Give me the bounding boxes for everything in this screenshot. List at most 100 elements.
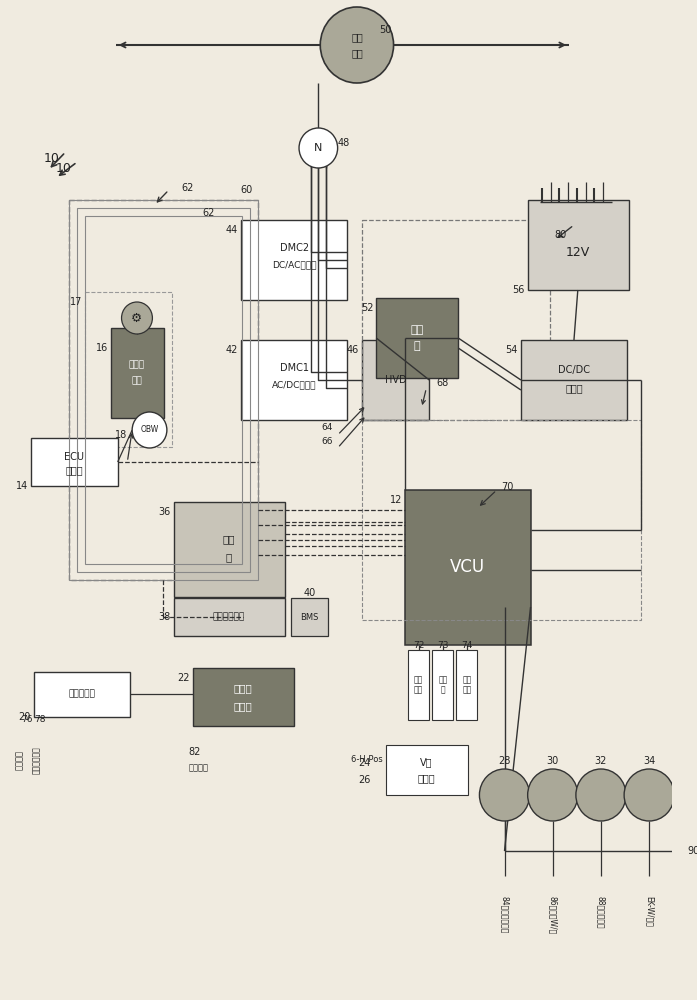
Text: 48: 48 bbox=[337, 138, 350, 148]
Text: 充电: 充电 bbox=[410, 325, 423, 335]
Text: 38: 38 bbox=[158, 612, 171, 622]
Text: 66: 66 bbox=[321, 438, 332, 446]
Text: 16: 16 bbox=[95, 343, 108, 353]
Text: 30: 30 bbox=[546, 756, 559, 766]
Text: 电机: 电机 bbox=[351, 48, 363, 58]
Text: 52: 52 bbox=[361, 303, 374, 313]
Bar bbox=[70, 200, 258, 580]
Text: 80: 80 bbox=[555, 230, 567, 240]
Text: 82: 82 bbox=[188, 747, 201, 757]
Bar bbox=[362, 220, 550, 420]
Text: AC/DC整流器: AC/DC整流器 bbox=[272, 380, 316, 389]
Text: ECU: ECU bbox=[64, 452, 84, 462]
Text: 发动机: 发动机 bbox=[66, 465, 83, 475]
Text: 50: 50 bbox=[379, 25, 392, 35]
Text: 72: 72 bbox=[413, 641, 424, 650]
Bar bbox=[291, 598, 328, 636]
Circle shape bbox=[320, 7, 394, 83]
Text: 78: 78 bbox=[33, 716, 45, 724]
Bar bbox=[174, 502, 284, 597]
Text: 64: 64 bbox=[321, 424, 332, 432]
Text: 调节器: 调节器 bbox=[233, 701, 252, 711]
Text: 18: 18 bbox=[115, 430, 128, 440]
Circle shape bbox=[121, 302, 153, 334]
Text: 36: 36 bbox=[158, 507, 171, 517]
Text: 长器: 长器 bbox=[132, 376, 142, 385]
Circle shape bbox=[480, 769, 530, 821]
Text: N: N bbox=[314, 143, 323, 153]
Text: 制动
控制: 制动 控制 bbox=[414, 675, 423, 695]
Bar bbox=[70, 200, 258, 580]
Bar bbox=[432, 650, 453, 720]
Text: VCU: VCU bbox=[450, 558, 485, 576]
Text: 20: 20 bbox=[19, 712, 31, 722]
Text: 模式选择: 模式选择 bbox=[188, 764, 208, 772]
Text: 等效刺激器: 等效刺激器 bbox=[68, 690, 95, 698]
Text: 电池: 电池 bbox=[222, 534, 235, 544]
Text: 46: 46 bbox=[346, 345, 359, 355]
Bar bbox=[362, 340, 429, 420]
Bar bbox=[386, 745, 468, 795]
Text: 34: 34 bbox=[643, 756, 655, 766]
Bar bbox=[408, 650, 429, 720]
Bar bbox=[362, 420, 641, 620]
Bar bbox=[33, 672, 130, 717]
Bar bbox=[241, 340, 347, 420]
Text: 84～发动机风扇: 84～发动机风扇 bbox=[500, 896, 509, 933]
Bar bbox=[193, 668, 294, 726]
Text: 62: 62 bbox=[181, 183, 194, 193]
Bar bbox=[241, 220, 347, 300]
Text: 告警器: 告警器 bbox=[418, 773, 435, 783]
Text: 70: 70 bbox=[502, 482, 514, 492]
Text: 60: 60 bbox=[240, 185, 253, 195]
Bar bbox=[85, 292, 171, 447]
Text: ⚙: ⚙ bbox=[131, 312, 143, 324]
Text: 56: 56 bbox=[512, 285, 525, 295]
Text: 空气调节系统: 空气调节系统 bbox=[32, 746, 41, 774]
Text: 76: 76 bbox=[21, 716, 33, 724]
Text: 40: 40 bbox=[303, 588, 316, 598]
Circle shape bbox=[576, 769, 626, 821]
Text: 42: 42 bbox=[226, 345, 238, 355]
Text: 62: 62 bbox=[203, 208, 215, 218]
Text: 转换器: 转换器 bbox=[565, 383, 583, 393]
Text: 22: 22 bbox=[178, 673, 190, 683]
Text: BMS: BMS bbox=[300, 612, 319, 621]
Text: OBW: OBW bbox=[140, 426, 159, 434]
Text: 组: 组 bbox=[226, 552, 231, 562]
Bar bbox=[376, 298, 458, 378]
Text: 17: 17 bbox=[70, 297, 82, 307]
Bar bbox=[77, 208, 250, 572]
Text: 12: 12 bbox=[390, 495, 402, 505]
Text: 74: 74 bbox=[461, 641, 473, 650]
Text: 14: 14 bbox=[16, 481, 28, 491]
Text: 73: 73 bbox=[437, 641, 448, 650]
Text: 10: 10 bbox=[43, 151, 59, 164]
Text: 54: 54 bbox=[505, 345, 518, 355]
Text: 26: 26 bbox=[358, 775, 371, 785]
Text: 加热系统: 加热系统 bbox=[15, 750, 24, 770]
Text: 24: 24 bbox=[358, 758, 371, 768]
Circle shape bbox=[528, 769, 578, 821]
Text: 32: 32 bbox=[595, 756, 607, 766]
Bar bbox=[457, 650, 477, 720]
Text: 86～电池W/泵: 86～电池W/泵 bbox=[549, 896, 557, 934]
Text: HVD: HVD bbox=[385, 375, 406, 385]
Text: DMC2: DMC2 bbox=[279, 243, 309, 253]
Circle shape bbox=[132, 412, 167, 448]
Text: 12V: 12V bbox=[566, 246, 590, 259]
Bar bbox=[405, 490, 530, 645]
Text: 68: 68 bbox=[436, 378, 448, 388]
Text: 10: 10 bbox=[56, 161, 72, 174]
Text: EK-W/水泵: EK-W/水泵 bbox=[645, 896, 654, 927]
Text: 整车能量管理: 整车能量管理 bbox=[213, 612, 245, 621]
Text: 6-H Pos: 6-H Pos bbox=[351, 756, 383, 764]
Text: 90: 90 bbox=[688, 846, 697, 856]
Bar bbox=[85, 216, 242, 564]
Circle shape bbox=[624, 769, 674, 821]
Text: DMC1: DMC1 bbox=[279, 363, 309, 373]
Text: V形: V形 bbox=[420, 757, 433, 767]
Text: 无线延: 无线延 bbox=[129, 360, 145, 369]
Bar bbox=[111, 328, 164, 418]
Text: 28: 28 bbox=[498, 756, 511, 766]
